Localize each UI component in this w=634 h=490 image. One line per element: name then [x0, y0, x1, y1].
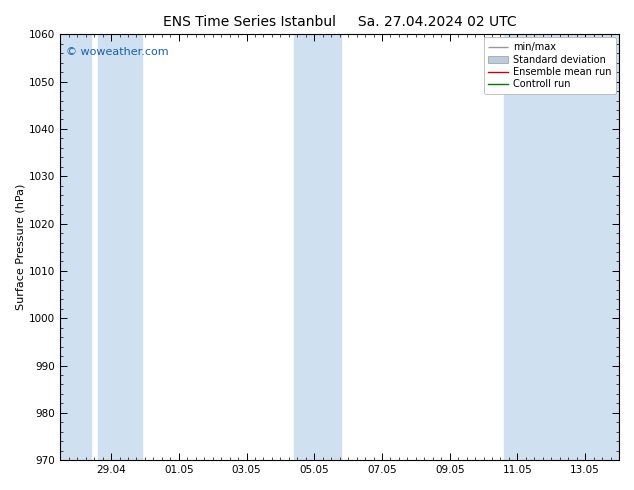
Bar	[98, 34, 141, 460]
Bar	[578, 34, 619, 460]
Bar	[504, 34, 585, 460]
Title: ENS Time Series Istanbul     Sa. 27.04.2024 02 UTC: ENS Time Series Istanbul Sa. 27.04.2024 …	[163, 15, 517, 29]
Bar	[294, 34, 341, 460]
Legend: min/max, Standard deviation, Ensemble mean run, Controll run: min/max, Standard deviation, Ensemble me…	[484, 37, 616, 94]
Y-axis label: Surface Pressure (hPa): Surface Pressure (hPa)	[15, 184, 25, 311]
Text: © woweather.com: © woweather.com	[66, 47, 169, 57]
Bar	[60, 34, 91, 460]
